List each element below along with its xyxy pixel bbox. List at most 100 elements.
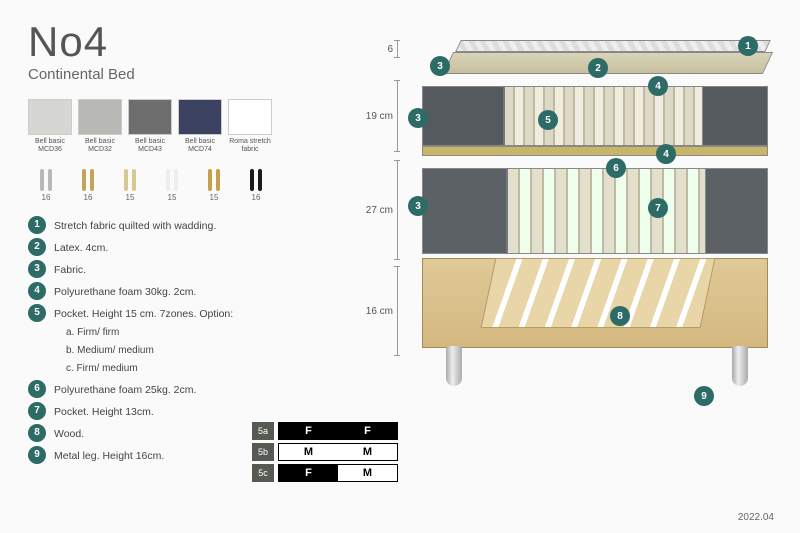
dimension-label: 27 cm <box>338 160 398 260</box>
legend-badge: 3 <box>28 260 46 278</box>
legend-subitem: c. Firm/ medium <box>66 362 308 376</box>
layer-base-springs <box>506 168 706 254</box>
swatch-sample <box>178 99 222 135</box>
layer-foam <box>422 146 768 156</box>
firmness-box: F M <box>278 464 398 482</box>
firmness-left: F <box>279 465 338 481</box>
leg-option: 16 <box>70 165 106 202</box>
callout-badge: 4 <box>648 76 668 96</box>
leg-height: 15 <box>210 193 219 202</box>
legend-item: 1 Stretch fabric quilted with wadding. <box>28 216 308 234</box>
swatch-label: Bell basic MCD43 <box>128 138 172 155</box>
legend-badge: 7 <box>28 402 46 420</box>
leg-option: 16 <box>28 165 64 202</box>
swatch-sample <box>128 99 172 135</box>
firmness-left: F <box>279 423 338 439</box>
callout-badge: 3 <box>408 108 428 128</box>
legend-badge: 6 <box>28 380 46 398</box>
legend-text: Wood. <box>54 424 84 441</box>
swatch-label: Roma stretch fabric <box>228 138 272 155</box>
legend-badge: 1 <box>28 216 46 234</box>
legend-text: Fabric. <box>54 260 86 277</box>
callout-badge: 5 <box>538 110 558 130</box>
legend-item: 4 Polyurethane foam 30kg. 2cm. <box>28 282 308 300</box>
callout-badge: 1 <box>738 36 758 56</box>
firmness-right: M <box>338 465 397 481</box>
firmness-row: 5a F F <box>252 422 398 440</box>
firmness-options: 5a F F 5b M M 5c <box>252 422 398 485</box>
legend-subitem: a. Firm/ firm <box>66 326 308 340</box>
legend-text: Metal leg. Height 16cm. <box>54 446 164 463</box>
leg-height: 16 <box>252 193 261 202</box>
legend-item: 2 Latex. 4cm. <box>28 238 308 256</box>
swatch-sample <box>28 99 72 135</box>
legend-item: 6 Polyurethane foam 25kg. 2cm. <box>28 380 308 398</box>
fabric-swatch: Bell basic MCD74 <box>178 99 222 155</box>
metal-leg-left <box>446 346 462 386</box>
callout-badge: 4 <box>656 144 676 164</box>
firmness-box: F F <box>278 422 398 440</box>
swatch-label: Bell basic MCD74 <box>178 138 222 155</box>
legend-text: Pocket. Height 13cm. <box>54 402 154 419</box>
callout-badge: 6 <box>606 158 626 178</box>
firmness-row: 5c F M <box>252 464 398 482</box>
legend-badge: 4 <box>28 282 46 300</box>
leg-options: 16 16 15 <box>28 165 308 202</box>
swatch-label: Bell basic MCD36 <box>28 138 72 155</box>
firmness-box: M M <box>278 443 398 461</box>
fabric-swatch: Bell basic MCD32 <box>78 99 122 155</box>
leg-icon <box>31 165 61 191</box>
firmness-label: 5a <box>252 422 274 440</box>
bed-cutaway-diagram: 619 cm27 cm16 cm 123334456789 <box>338 28 778 388</box>
metal-leg-right <box>732 346 748 386</box>
leg-icon <box>115 165 145 191</box>
fabric-swatches: Bell basic MCD36 Bell basic MCD32 Bell b… <box>28 99 308 155</box>
legend-text: Pocket. Height 15 cm. 7zones. Option: <box>54 304 233 321</box>
dimension-label: 16 cm <box>338 266 398 356</box>
fabric-swatch: Bell basic MCD36 <box>28 99 72 155</box>
leg-height: 16 <box>84 193 93 202</box>
legend-item: 5 Pocket. Height 15 cm. 7zones. Option: <box>28 304 308 322</box>
leg-option: 15 <box>112 165 148 202</box>
callout-badge: 3 <box>430 56 450 76</box>
legend-text: Polyurethane foam 25kg. 2cm. <box>54 380 196 397</box>
legend-item: 3 Fabric. <box>28 260 308 278</box>
callout-badge: 9 <box>694 386 714 406</box>
leg-height: 15 <box>168 193 177 202</box>
swatch-sample <box>228 99 272 135</box>
leg-option: 16 <box>238 165 274 202</box>
layer-quilt <box>455 40 771 52</box>
dimension-label: 19 cm <box>338 80 398 152</box>
legend-subitem: b. Medium/ medium <box>66 344 308 358</box>
layer-latex <box>443 52 773 74</box>
firmness-right: M <box>338 444 397 460</box>
callout-badge: 7 <box>648 198 668 218</box>
leg-icon <box>73 165 103 191</box>
firmness-label: 5c <box>252 464 274 482</box>
firmness-row: 5b M M <box>252 443 398 461</box>
firmness-label: 5b <box>252 443 274 461</box>
callout-badge: 3 <box>408 196 428 216</box>
leg-option: 15 <box>196 165 232 202</box>
leg-icon <box>241 165 271 191</box>
legend-badge: 8 <box>28 424 46 442</box>
callout-badge: 2 <box>588 58 608 78</box>
leg-option: 15 <box>154 165 190 202</box>
legend-badge: 9 <box>28 446 46 464</box>
layer-topper-springs <box>503 86 703 146</box>
legend-text: Stretch fabric quilted with wadding. <box>54 216 216 233</box>
legend-badge: 5 <box>28 304 46 322</box>
legend-text: Polyurethane foam 30kg. 2cm. <box>54 282 196 299</box>
product-title: No4 <box>28 18 308 66</box>
leg-icon <box>199 165 229 191</box>
revision-date: 2022.04 <box>738 512 774 523</box>
product-subtitle: Continental Bed <box>28 66 308 83</box>
leg-height: 15 <box>126 193 135 202</box>
fabric-swatch: Roma stretch fabric <box>228 99 272 155</box>
dimension-label: 6 <box>338 40 398 58</box>
legend-text: Latex. 4cm. <box>54 238 108 255</box>
swatch-label: Bell basic MCD32 <box>78 138 122 155</box>
swatch-sample <box>78 99 122 135</box>
callout-badge: 8 <box>610 306 630 326</box>
fabric-swatch: Bell basic MCD43 <box>128 99 172 155</box>
